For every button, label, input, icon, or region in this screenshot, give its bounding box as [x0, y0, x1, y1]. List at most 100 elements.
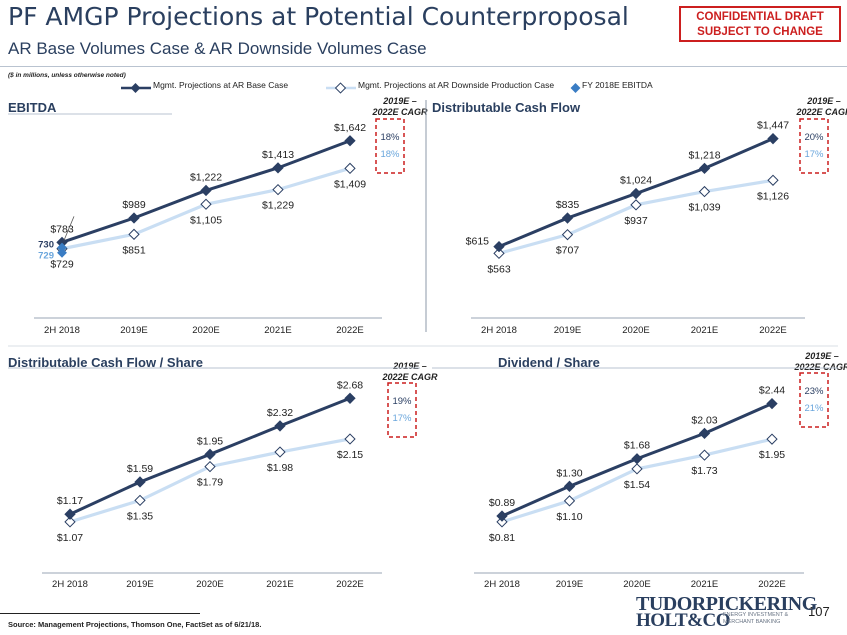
distributable-cash-flow-share-tick-2019e: 2019E: [126, 579, 153, 590]
distributable-cash-flow-share-tick-2022e: 2022E: [336, 579, 363, 590]
distributable-cash-flow-share-cagr-base: 19%: [392, 396, 412, 407]
dividend-share-cagr-box: [799, 372, 829, 428]
distributable-cash-flow-share-downside-label-4: $2.15: [337, 449, 363, 461]
distributable-cash-flow-tick-2h-2018: 2H 2018: [481, 325, 517, 336]
distributable-cash-flow-tick-2021e: 2021E: [691, 325, 718, 336]
dividend-share-downside-point-3: [698, 449, 711, 461]
distributable-cash-flow-downside-point-1: [561, 229, 574, 241]
ebitda-base-label-4: $1,642: [334, 122, 366, 134]
logo-tagline: ENERGY INVESTMENT & MERCHANT BANKING: [723, 612, 788, 625]
distributable-cash-flow-cagr-box: [799, 118, 829, 174]
dividend-share-tick-2022e: 2022E: [758, 579, 785, 590]
legend-ebitda-label: FY 2018E EBITDA: [582, 80, 653, 90]
ebitda-base-point-3: [272, 162, 284, 174]
distributable-cash-flow-tick-2020e: 2020E: [622, 325, 649, 336]
legend-downside-marker: [334, 82, 347, 94]
distributable-cash-flow-title: Distributable Cash Flow: [432, 100, 581, 115]
distributable-cash-flow-share-downside-point-2: [204, 460, 216, 473]
dividend-share-downside-point-2: [631, 463, 643, 475]
distributable-cash-flow-share-downside-label-2: $1.79: [197, 477, 223, 489]
distributable-cash-flow-tick-2022e: 2022E: [759, 325, 786, 336]
distributable-cash-flow-cagr-base: 20%: [804, 132, 824, 143]
confidential-line-1: CONFIDENTIAL DRAFT: [696, 11, 824, 23]
confidential-line-2: SUBJECT TO CHANGE: [697, 26, 823, 38]
dividend-share-downside-label-4: $1.95: [759, 449, 785, 461]
distributable-cash-flow-base-label-0: $615: [466, 236, 490, 248]
confidential-badge: CONFIDENTIAL DRAFT SUBJECT TO CHANGE: [679, 6, 841, 42]
distributable-cash-flow-downside-label-4: $1,126: [757, 190, 789, 202]
ebitda-cagr-base: 18%: [380, 132, 400, 143]
dividend-share-base-label-1: $1.30: [556, 467, 582, 479]
distributable-cash-flow-base-point-1: [561, 212, 574, 224]
distributable-cash-flow-base-point-4: [767, 133, 779, 145]
distributable-cash-flow-share-cagr-downside: 17%: [392, 413, 412, 424]
distributable-cash-flow-share-cagr-title-2: 2022E CAGR: [381, 372, 438, 382]
distributable-cash-flow-base-label-4: $1,447: [757, 120, 789, 132]
logo-line-1: TUDORPICKERING: [636, 593, 817, 615]
dividend-share-base-label-0: $0.89: [489, 497, 515, 509]
ebitda-base-label-0: $783: [50, 223, 74, 235]
distributable-cash-flow-cagr-title-2: 2022E CAGR: [795, 107, 847, 117]
distributable-cash-flow-downside-point-0: [493, 247, 505, 259]
ebitda-downside-label-3: $1,229: [262, 200, 294, 212]
ebitda-tick-2022e: 2022E: [336, 325, 363, 336]
page-number: 107: [808, 604, 830, 619]
ebitda-tick-2019e: 2019E: [120, 325, 147, 336]
page-title: PF AMGP Projections at Potential Counter…: [8, 2, 629, 31]
dividend-share-downside-label-3: $1.73: [691, 465, 717, 477]
ebitda-ebitda-label-0: 730: [38, 240, 54, 251]
distributable-cash-flow-downside-point-2: [630, 199, 642, 211]
ebitda-tick-2021e: 2021E: [264, 325, 291, 336]
distributable-cash-flow-base-label-3: $1,218: [688, 149, 720, 161]
distributable-cash-flow-share-base-label-4: $2.68: [337, 379, 363, 391]
distributable-cash-flow-share-base-label-3: $2.32: [267, 407, 293, 419]
distributable-cash-flow-share-downside-label-1: $1.35: [127, 510, 153, 522]
ebitda-tick-2020e: 2020E: [192, 325, 219, 336]
ebitda-base-point-2: [200, 184, 212, 197]
legend-base-label: Mgmt. Projections at AR Base Case: [153, 80, 289, 90]
distributable-cash-flow-share-base-label-1: $1.59: [127, 463, 153, 475]
ebitda-base-label-3: $1,413: [262, 149, 294, 161]
ebitda-downside-label-4: $1,409: [334, 178, 366, 190]
legend-downside-label: Mgmt. Projections at AR Downside Product…: [358, 80, 555, 90]
legend-ebitda-marker: [570, 83, 581, 93]
ebitda-base-point-4: [344, 135, 356, 147]
ebitda-cagr-downside: 18%: [380, 149, 400, 160]
dividend-share-base-point-2: [631, 453, 643, 465]
ebitda-downside-label-1: $851: [122, 244, 146, 256]
distributable-cash-flow-share-base-label-0: $1.17: [57, 495, 83, 507]
dividend-share-cagr-title-1: 2019E –: [804, 351, 839, 361]
distributable-cash-flow-cagr-downside: 17%: [804, 149, 824, 160]
dividend-share-cagr-base: 23%: [804, 386, 824, 397]
logo-line-2: HOLT&CO: [636, 610, 731, 631]
footer-divider: [0, 613, 200, 614]
ebitda-ebitda-label-1: 729: [38, 251, 54, 262]
header-divider: [0, 66, 847, 67]
dividend-share-base-point-4: [766, 397, 778, 410]
dividend-share-tick-2020e: 2020E: [623, 579, 650, 590]
dividend-share-base-label-2: $1.68: [624, 440, 650, 452]
legend-base-marker: [130, 83, 141, 93]
dividend-share-base-point-0: [496, 510, 508, 522]
ebitda-downside-point-1: [128, 228, 140, 240]
ebitda-leader-line: [63, 216, 75, 241]
dividend-share-cagr-title-2: 2022E CAGR: [793, 362, 847, 372]
dividend-share-base-label-3: $2.03: [691, 414, 717, 426]
distributable-cash-flow-share-tick-2h-2018: 2H 2018: [52, 579, 88, 590]
dividend-share-downside-label-2: $1.54: [624, 479, 650, 491]
distributable-cash-flow-share-downside-point-0: [64, 516, 76, 528]
dividend-share-downside-label-0: $0.81: [489, 532, 515, 544]
ebitda-downside-label-0: $729: [50, 259, 74, 271]
ebitda-tick-2h-2018: 2H 2018: [44, 325, 80, 336]
page-subtitle: AR Base Volumes Case & AR Downside Volum…: [8, 39, 427, 58]
ebitda-downside-point-3: [272, 183, 284, 196]
distributable-cash-flow-downside-label-0: $563: [487, 263, 511, 275]
ebitda-ebitda-marker-1: [57, 247, 67, 258]
distributable-cash-flow-share-base-point-0: [64, 508, 76, 520]
distributable-cash-flow-cagr-title-1: 2019E –: [806, 96, 841, 106]
ebitda-base-label-2: $1,222: [190, 171, 222, 183]
ebitda-downside-point-4: [344, 162, 356, 174]
distributable-cash-flow-downside-point-3: [698, 185, 711, 198]
distributable-cash-flow-downside-label-1: $707: [556, 245, 580, 257]
